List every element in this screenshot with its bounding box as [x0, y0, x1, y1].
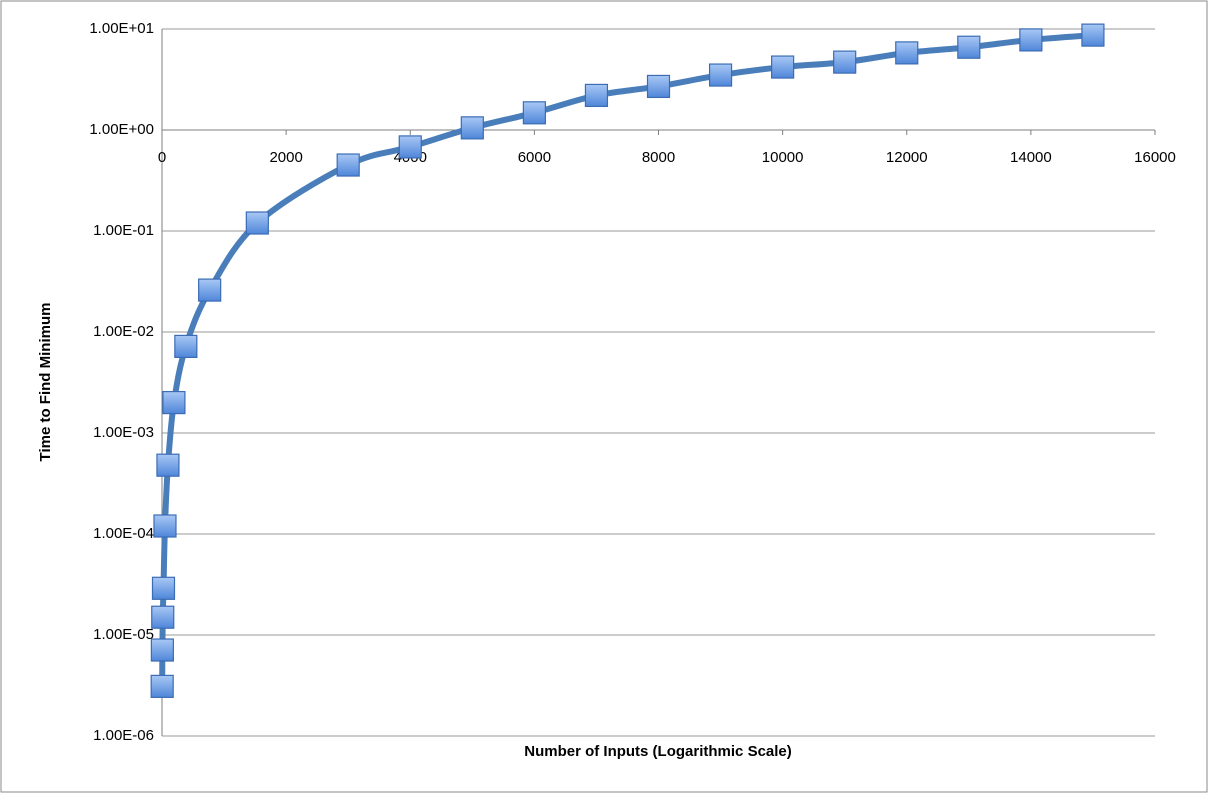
data-point [646, 74, 671, 99]
x-tick-label: 6000 [518, 149, 551, 166]
data-point [174, 334, 198, 359]
y-tick-label: 1.00E+01 [89, 20, 154, 37]
data-point [1081, 23, 1105, 47]
y-tick-label: 1.00E-05 [93, 626, 154, 643]
data-point [153, 514, 177, 538]
data-point [151, 605, 175, 629]
x-tick-label: 0 [158, 149, 166, 166]
data-point [771, 55, 795, 79]
data-point [895, 41, 919, 65]
data-point [584, 83, 609, 108]
data-point [162, 390, 186, 415]
x-tick-label: 8000 [642, 149, 675, 166]
data-point [156, 453, 180, 477]
data-point [336, 153, 360, 177]
data-point [150, 638, 174, 662]
y-axis-title: Time to Find Minimum [37, 303, 54, 462]
x-tick-label: 16000 [1134, 149, 1176, 166]
x-tick-label: 12000 [886, 149, 928, 166]
x-tick-label: 2000 [269, 149, 302, 166]
data-point [522, 101, 546, 125]
y-tick-label: 1.00E-06 [93, 727, 154, 744]
data-point [957, 35, 981, 59]
y-tick-label: 1.00E+00 [89, 121, 154, 138]
data-point [151, 576, 176, 600]
y-tick-label: 1.00E-04 [93, 525, 154, 542]
data-point [245, 211, 269, 235]
x-axis-title: Number of Inputs (Logarithmic Scale) [524, 743, 792, 760]
y-tick-label: 1.00E-01 [93, 222, 154, 239]
data-point [708, 63, 733, 87]
data-point [198, 278, 222, 302]
y-tick-label: 1.00E-03 [93, 424, 154, 441]
data-point [833, 50, 857, 74]
y-tick-label: 1.00E-02 [93, 323, 154, 340]
data-point [1019, 28, 1043, 52]
data-point [398, 135, 422, 159]
x-tick-label: 14000 [1010, 149, 1052, 166]
data-point [150, 674, 174, 698]
data-point [460, 116, 484, 140]
x-tick-label: 10000 [762, 149, 804, 166]
